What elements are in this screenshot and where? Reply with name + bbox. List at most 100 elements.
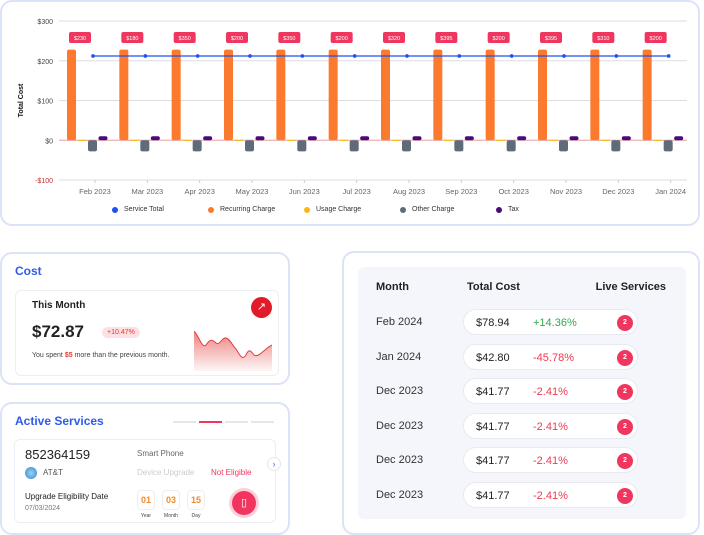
cost-title: Cost <box>15 264 42 278</box>
carousel-dot[interactable] <box>225 421 248 423</box>
row-month: Feb 2024 <box>376 316 423 328</box>
data-label-badge <box>435 32 458 43</box>
y-tick-label: -$100 <box>35 178 53 185</box>
bar-recurring-charge <box>119 49 129 141</box>
countdown-year-label: Year <box>140 513 152 519</box>
point-service-total <box>352 54 357 58</box>
bar-other-charge <box>402 140 411 152</box>
note-suffix: more than the previous month. <box>72 352 170 359</box>
point-service-total <box>509 54 514 58</box>
bar-recurring-charge <box>224 49 233 141</box>
data-label-badge <box>487 32 510 43</box>
legend-item[interactable]: Tax <box>496 206 592 213</box>
carousel-dot-active[interactable] <box>199 421 222 423</box>
table-row[interactable]: Dec 2023 $41.77 -2.41% 2 <box>358 412 686 441</box>
bar-recurring-charge <box>381 49 390 141</box>
data-label: $350 <box>283 36 295 42</box>
row-change: -2.41% <box>533 490 568 502</box>
monthly-cost-table: Month Total Cost Live Services Feb 2024 … <box>358 267 686 519</box>
legend-item[interactable]: Service Total <box>112 206 208 213</box>
point-service-total <box>195 54 200 58</box>
row-cost-pill: $42.80 -45.78% 2 <box>463 343 638 370</box>
cost-amount: $72.87 <box>32 322 84 341</box>
legend-label: Tax <box>508 206 519 213</box>
data-label: $395 <box>440 36 452 42</box>
bar-tax <box>307 136 317 141</box>
row-cost: $41.77 <box>476 490 510 502</box>
legend-item[interactable]: Recurring Charge <box>208 206 304 213</box>
active-services-title: Active Services <box>15 414 104 428</box>
note-amount: $5 <box>64 352 73 359</box>
table-row[interactable]: Dec 2023 $41.77 -2.41% 2 <box>358 378 686 406</box>
bar-usage-charge <box>77 139 87 141</box>
bar-other-charge <box>611 140 621 152</box>
y-axis-label: Total Cost <box>18 83 25 117</box>
bar-other-charge <box>454 140 464 152</box>
bar-usage-charge <box>600 139 610 141</box>
row-cost-pill: $41.77 -2.41% 2 <box>463 482 638 508</box>
phone-icon[interactable]: ▯ <box>232 491 256 515</box>
live-services-badge: 2 <box>617 453 633 470</box>
row-change: -45.78% <box>533 351 574 364</box>
bar-usage-charge <box>286 139 296 141</box>
row-month: Jan 2024 <box>376 350 422 363</box>
data-label-badge <box>173 32 196 43</box>
legend-item[interactable]: Other Charge <box>400 206 496 213</box>
data-label: $200 <box>493 36 505 42</box>
cost-note: You spent $5 more than the previous mont… <box>32 351 182 361</box>
table-row[interactable]: Feb 2024 $78.94 +14.36% 2 <box>358 309 686 337</box>
data-label-badge <box>226 32 248 43</box>
upgrade-label: Device Upgrade <box>137 468 195 477</box>
data-label: $200 <box>336 36 348 42</box>
cost-chart-card: $300 $200 $100 $0 -$100 Total Cost Feb 2023 $23… <box>0 0 700 226</box>
x-tick-label: Mar 2023 <box>131 187 163 196</box>
data-label-badge <box>644 32 667 43</box>
service-number: 852364159 <box>25 447 91 462</box>
upgrade-status: Not Eligible <box>211 468 252 477</box>
table-row[interactable]: Dec 2023 $41.77 -2.41% 2 <box>358 447 686 475</box>
carousel-dot[interactable] <box>173 421 196 423</box>
legend-dot-icon <box>400 206 406 213</box>
table-row[interactable]: Jan 2024 $42.80 -45.78% 2 <box>358 343 686 372</box>
bar-other-charge <box>559 140 568 152</box>
legend-dot-icon <box>496 206 502 213</box>
table-row[interactable]: Dec 2023 $41.77 -2.41% 2 <box>358 482 686 510</box>
cost-bar-chart: $300 $200 $100 $0 -$100 Total Cost Feb 2023 $23… <box>18 19 687 196</box>
bar-recurring-charge <box>276 49 286 141</box>
bar-recurring-charge <box>433 49 443 141</box>
x-tick-label: Nov 2023 <box>550 187 582 196</box>
y-tick-label: $0 <box>45 138 53 145</box>
sparkline <box>194 331 272 371</box>
this-month-panel: This Month ↗ $72.87 +10.47% You spent $5… <box>15 290 279 376</box>
data-label-badge <box>592 32 615 43</box>
legend-item[interactable]: Usage Charge <box>304 206 400 213</box>
bar-tax <box>621 136 631 141</box>
point-service-total <box>300 54 305 58</box>
carrier-name: AT&T <box>43 468 63 477</box>
carousel-indicator <box>173 421 274 423</box>
monthly-cost-table-card: Month Total Cost Live Services Feb 2024 … <box>342 251 700 535</box>
y-tick-label: $200 <box>37 59 53 66</box>
point-service-total <box>405 54 409 58</box>
live-services-badge: 2 <box>617 349 633 366</box>
bar-tax <box>412 136 422 141</box>
next-arrow-icon[interactable]: › <box>267 457 281 471</box>
note-prefix: You spent <box>32 352 65 359</box>
row-cost-pill: $78.94 +14.36% 2 <box>463 309 638 335</box>
bar-tax <box>517 136 527 141</box>
arrow-up-right-icon[interactable]: ↗ <box>251 297 272 318</box>
carousel-dot[interactable] <box>251 421 274 423</box>
data-label-badge <box>383 32 405 43</box>
legend-dot-icon <box>304 206 310 213</box>
x-tick-label: Oct 2023 <box>498 187 528 196</box>
row-cost-pill: $41.77 -2.41% 2 <box>463 378 638 405</box>
bar-tax <box>464 136 474 141</box>
x-tick-label: May 2023 <box>236 187 269 196</box>
data-label: $310 <box>597 36 609 42</box>
bar-other-charge <box>506 140 516 152</box>
bar-other-charge <box>245 140 254 152</box>
legend-dot-icon <box>112 206 118 213</box>
bar-usage-charge <box>182 139 192 141</box>
x-tick-label: Aug 2023 <box>393 187 425 196</box>
y-tick-label: $100 <box>37 99 53 106</box>
